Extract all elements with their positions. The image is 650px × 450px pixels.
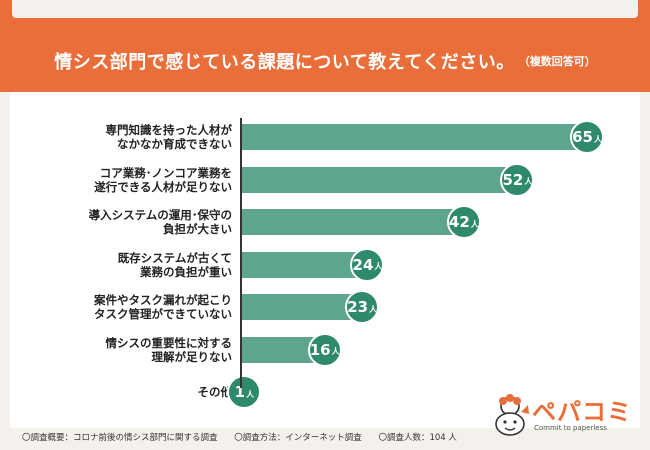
top-strip-inner [12,0,638,18]
value-label: 1 [234,383,246,401]
category-label-1: 専門知識を持った人材が なかなか育成できない [20,123,233,151]
title-bar: 情シス部門で感じている課題について教えてください。 （複数回答可） [0,30,650,92]
survey-count: 〇調査人数：104 人 [378,433,457,443]
value-label: 65 [572,128,593,146]
category-label-line: 導入システムの運用･保守の [88,208,232,222]
value-badge-3: 42 人 [446,205,481,239]
bar-3 [242,209,467,235]
value-label: 52 [502,170,524,189]
value-label: 16 [309,340,331,359]
category-label-line: 案件やタスク漏れが起こり [94,293,232,307]
chart-subtitle: （複数回答可） [518,55,596,68]
survey-footer: 〇調査概要：コロナ前後の情シス部門に関する調査 〇調査方法：インターネット調査 … [22,431,471,443]
category-label-line: 情シスの重要性に対する [105,335,233,350]
category-label-line: 既存システムが古くて [117,250,232,265]
value-label: 42 [448,213,470,231]
value-label: 24 [352,255,374,274]
survey-overview: 〇調査概要：コロナ前後の情シス部門に関する調査 [22,433,218,443]
category-label-line: 負担が大きい [163,222,232,236]
category-label-line: コア業務･ノンコア業務を [99,165,232,180]
category-label-5: 案件やタスク漏れが起こり タスク管理ができていない [20,293,232,321]
value-badge-6: 16 人 [307,332,342,367]
category-label-line: その他 [197,385,233,399]
logo: ペパコミ Commit to paperless [488,392,638,440]
value-badge-2: 52 人 [500,162,535,197]
value-badge-1: 65 人 [570,120,604,154]
bar-5 [242,294,366,320]
value-label: 23 [347,298,369,316]
category-label-line: 専門知識を持った人材が [105,123,233,137]
value-unit: 人 [470,219,479,229]
value-unit: 人 [524,177,533,186]
value-unit: 人 [374,262,383,271]
value-unit: 人 [246,389,255,399]
category-label-line: 業務の負担が重い [140,264,232,279]
mascot-icon [495,394,529,436]
top-accent-strip [0,0,650,30]
category-label-2: コア業務･ノンコア業務を 遂行できる人材が足りない [20,166,232,194]
category-label-3: 導入システムの運用･保守の 負担が大きい [20,208,232,236]
category-label-7: その他 [20,385,233,399]
value-unit: 人 [331,347,340,356]
value-badge-5: 23 人 [345,290,380,324]
category-label-4: 既存システムが古くて 業務の負担が重い [20,251,232,279]
value-badge-4: 24 人 [350,247,385,282]
value-unit: 人 [593,134,602,144]
logo-name: ペパコミ [532,398,632,426]
survey-method: 〇調査方法：インターネット調査 [234,433,362,443]
category-label-line: なかなか育成できない [117,137,232,151]
logo-tagline: Commit to paperless [534,424,607,432]
bar-2 [242,166,521,193]
category-label-line: 遂行できる人材が足りない [94,179,232,194]
chart-title: 情シス部門で感じている課題について教えてください。 [54,52,515,73]
bar-1 [242,124,590,150]
category-label-6: 情シスの重要性に対する 理解が足りない [20,335,233,364]
category-label-line: 理解が足りない [151,349,233,364]
y-axis-line [240,118,242,388]
bar-4 [242,251,371,278]
value-unit: 人 [369,304,378,314]
category-label-line: タスク管理ができていない [94,307,232,321]
